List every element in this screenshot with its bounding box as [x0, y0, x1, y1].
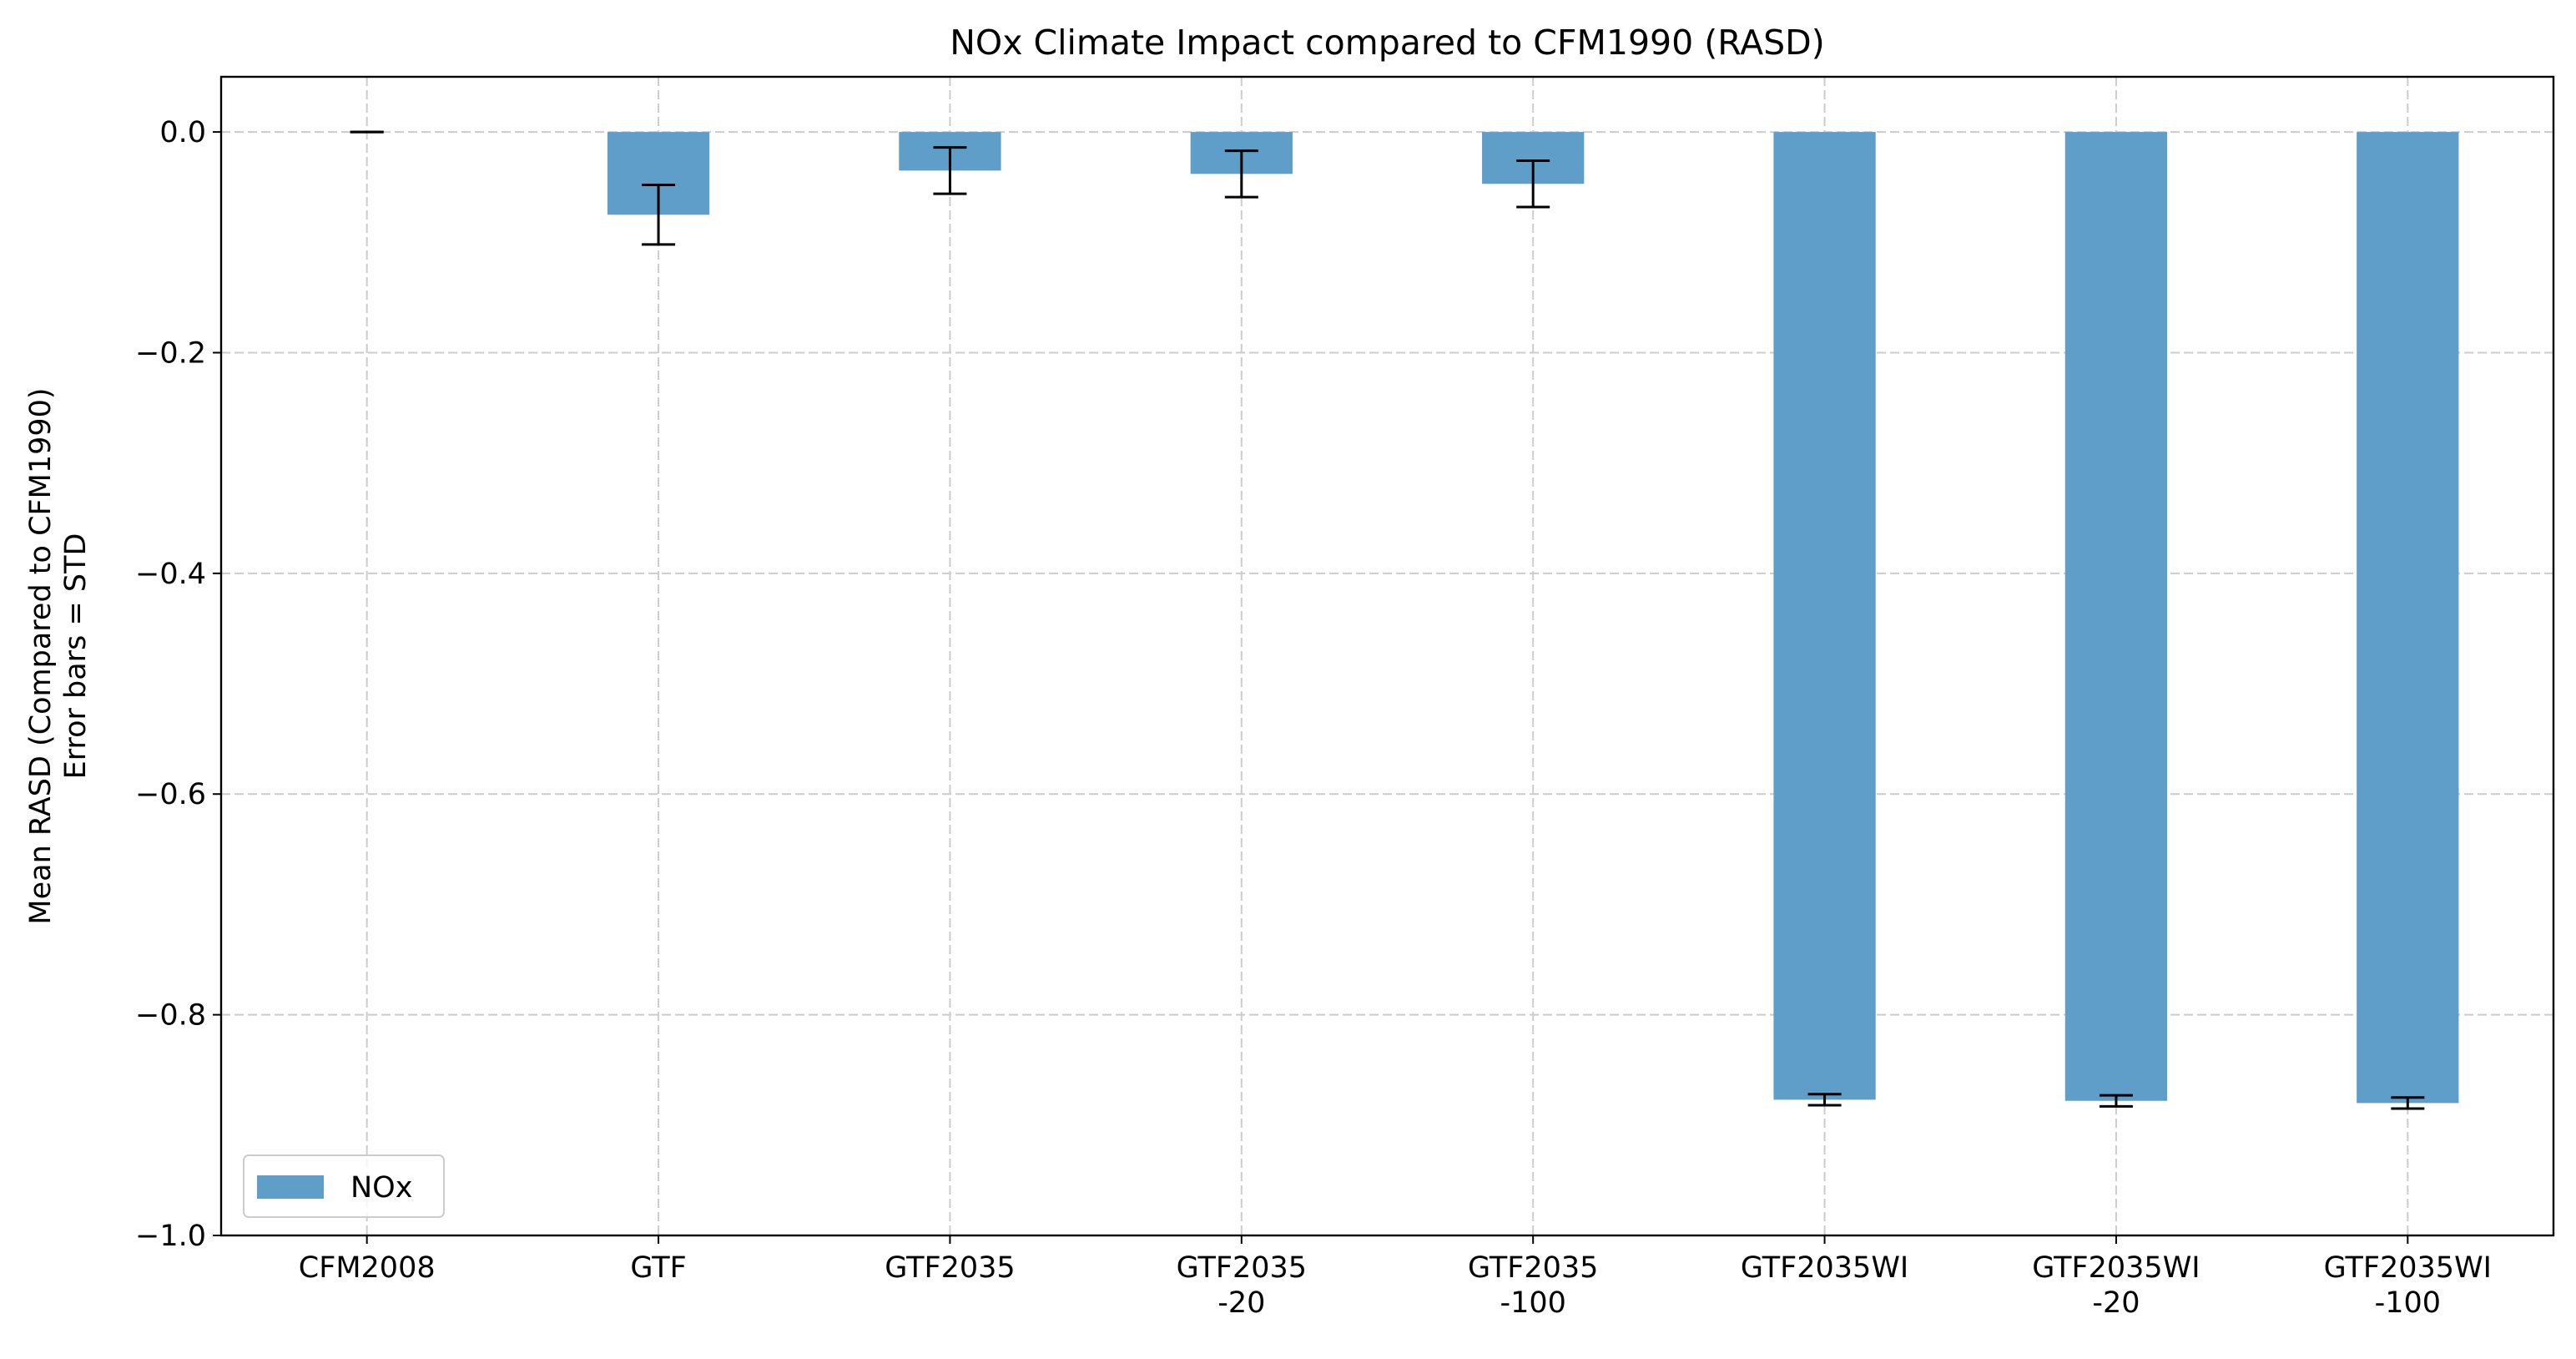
error-bars [350, 130, 2425, 1110]
x-tick-label-line: GTF2035WI [2324, 1251, 2492, 1285]
x-tick-label-line: GTF2035 [885, 1251, 1015, 1285]
plot-frame [219, 75, 2555, 1237]
bars [607, 132, 2459, 1104]
x-tick-label-line: -20 [2092, 1286, 2140, 1320]
error-bar [1807, 1093, 1842, 1107]
error-bar [642, 184, 676, 246]
x-tick-label-line: GTF2035 [1177, 1251, 1307, 1285]
error-bar [2391, 1096, 2425, 1110]
bar-gtf2035wi [1773, 132, 1876, 1100]
y-axis-label: Mean RASD (Compared to CFM1990)Error bar… [24, 387, 93, 924]
y-tick-label: −0.6 [135, 778, 206, 811]
y-tick-label: −0.2 [135, 336, 206, 370]
x-tick-label: GTF2035WI -100 [2324, 1251, 2492, 1320]
x-tick-label: CFM2008 [299, 1251, 436, 1285]
error-bar [933, 146, 967, 195]
y-tick-label: −1.0 [135, 1220, 206, 1253]
error-bar [1224, 149, 1258, 199]
bar-gtf2035wi-100 [2357, 132, 2459, 1104]
legend-box [243, 1154, 445, 1218]
error-bar [1516, 159, 1550, 209]
x-tick-label-line: -20 [1217, 1286, 1265, 1320]
x-tick-label-line: -100 [2375, 1286, 2441, 1320]
bar-gtf2035wi-20 [2064, 132, 2168, 1101]
y-tick-label: 0.0 [159, 116, 206, 149]
y-tick-label: −0.4 [135, 558, 206, 591]
x-tick-label-line: GTF [630, 1251, 686, 1285]
y-axis-label-line: Mean RASD (Compared to CFM1990) [24, 387, 58, 924]
grid-lines [221, 77, 2553, 1235]
x-tick-label: GTF2035 -100 [1468, 1251, 1598, 1320]
x-tick-label-line: CFM2008 [299, 1251, 436, 1285]
x-tick-label: GTF2035 [885, 1251, 1015, 1285]
legend: NOx [243, 1154, 445, 1218]
x-tick-label: GTF2035 -20 [1177, 1251, 1307, 1320]
x-tick-label-line: GTF2035WI [1741, 1251, 1908, 1285]
x-tick-label-line: GTF2035WI [2032, 1251, 2200, 1285]
y-axis-ticks: 0.0 −0.2 −0.4 −0.6 −0.8 −1.0 [135, 116, 221, 1253]
y-tick-label: −0.8 [135, 999, 206, 1033]
x-tick-label-line: -100 [1500, 1286, 1565, 1320]
chart-title: NOx Climate Impact compared to CFM1990 (… [950, 23, 1824, 63]
x-tick-label: GTF2035WI [1741, 1251, 1908, 1285]
x-tick-label: GTF2035WI -20 [2032, 1251, 2200, 1320]
error-bar [2099, 1094, 2133, 1108]
legend-label-nox: NOx [350, 1171, 412, 1205]
x-tick-label-line: GTF2035 [1468, 1251, 1598, 1285]
y-axis-label-line: Error bars = STD [59, 533, 93, 780]
x-tick-label: GTF [630, 1251, 686, 1285]
legend-swatch-nox [257, 1175, 324, 1199]
